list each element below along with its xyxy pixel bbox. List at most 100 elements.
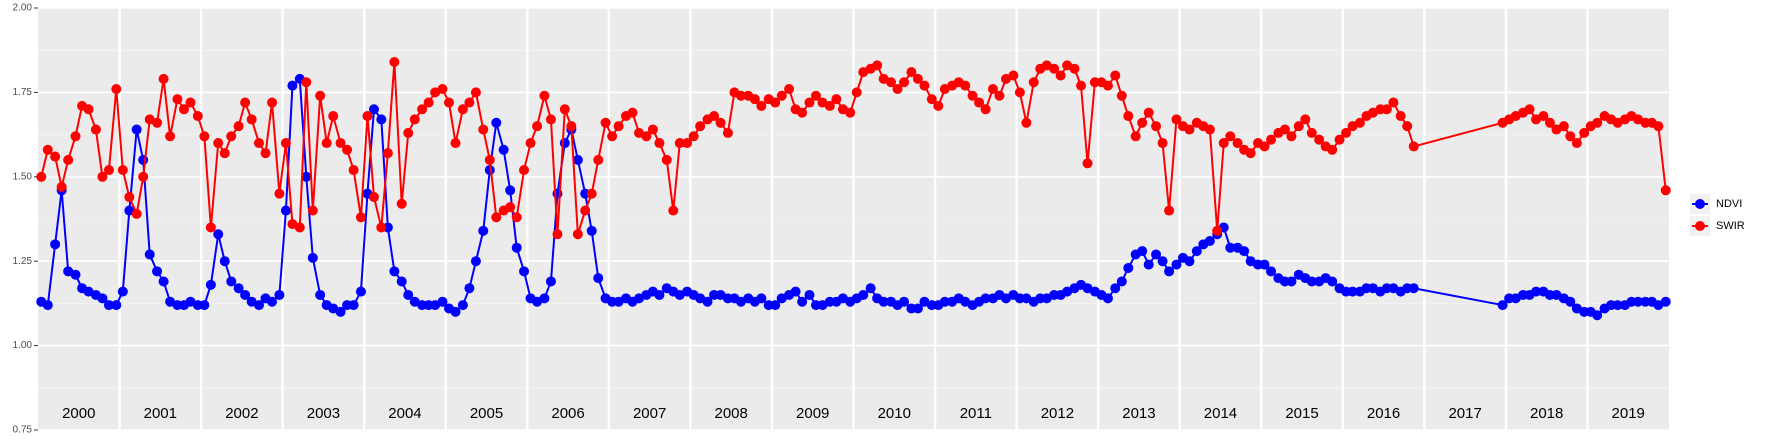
data-point bbox=[967, 90, 978, 101]
data-point bbox=[144, 249, 155, 260]
data-point bbox=[1116, 90, 1127, 101]
data-point bbox=[1218, 138, 1229, 149]
data-point bbox=[1544, 117, 1555, 128]
data-point bbox=[980, 293, 991, 304]
data-point bbox=[1225, 131, 1236, 142]
data-point bbox=[70, 131, 81, 142]
data-point bbox=[1524, 104, 1535, 115]
data-point bbox=[545, 114, 556, 125]
data-point bbox=[321, 138, 332, 149]
data-point bbox=[559, 104, 570, 115]
data-point bbox=[1266, 134, 1277, 145]
data-point bbox=[865, 283, 876, 294]
data-point bbox=[1565, 296, 1576, 307]
data-point bbox=[552, 229, 563, 240]
data-point bbox=[1279, 124, 1290, 135]
data-point bbox=[226, 131, 237, 142]
data-point bbox=[484, 165, 495, 176]
data-point bbox=[851, 87, 862, 98]
data-point bbox=[403, 127, 414, 138]
data-point bbox=[790, 286, 801, 297]
data-point bbox=[301, 171, 312, 182]
data-point bbox=[756, 293, 767, 304]
data-point bbox=[586, 188, 597, 199]
data-point bbox=[912, 73, 923, 84]
x-tick-label: 2007 bbox=[633, 405, 666, 422]
data-point bbox=[1151, 121, 1162, 132]
data-point bbox=[1049, 63, 1060, 74]
data-point bbox=[226, 276, 237, 287]
data-point bbox=[1653, 121, 1664, 132]
data-point bbox=[1579, 127, 1590, 138]
data-point bbox=[307, 205, 318, 216]
x-tick-label: 2012 bbox=[1041, 405, 1074, 422]
legend-label: SWIR bbox=[1716, 220, 1745, 232]
data-point bbox=[804, 289, 815, 300]
data-point bbox=[1055, 70, 1066, 81]
data-point bbox=[1130, 131, 1141, 142]
data-point bbox=[63, 154, 74, 165]
data-point bbox=[97, 171, 108, 182]
data-point bbox=[1151, 249, 1162, 260]
data-point bbox=[1232, 138, 1243, 149]
data-point bbox=[845, 107, 856, 118]
data-point bbox=[376, 222, 387, 233]
data-point bbox=[1388, 97, 1399, 108]
x-tick-label: 2011 bbox=[960, 405, 992, 422]
data-point bbox=[178, 104, 189, 115]
data-point bbox=[511, 212, 522, 223]
data-point bbox=[668, 205, 679, 216]
data-point bbox=[267, 97, 278, 108]
data-point bbox=[56, 181, 67, 192]
data-point bbox=[797, 107, 808, 118]
x-tick-label: 2015 bbox=[1285, 405, 1318, 422]
data-point bbox=[396, 198, 407, 209]
data-point bbox=[90, 124, 101, 135]
x-tick-label: 2003 bbox=[307, 405, 340, 422]
data-point bbox=[1157, 256, 1168, 267]
data-point bbox=[511, 242, 522, 253]
data-point bbox=[776, 90, 787, 101]
data-point bbox=[1341, 127, 1352, 138]
data-point bbox=[396, 276, 407, 287]
data-point bbox=[661, 154, 672, 165]
data-point bbox=[1327, 276, 1338, 287]
data-point bbox=[709, 111, 720, 122]
data-point bbox=[872, 60, 883, 71]
data-point bbox=[1076, 80, 1087, 91]
data-point bbox=[539, 293, 550, 304]
data-point bbox=[457, 104, 468, 115]
legend-point bbox=[1695, 199, 1705, 209]
data-point bbox=[878, 296, 889, 307]
data-point bbox=[1110, 283, 1121, 294]
data-point bbox=[280, 205, 291, 216]
data-point bbox=[600, 117, 611, 128]
data-point bbox=[607, 131, 618, 142]
data-point bbox=[1259, 141, 1270, 152]
data-point bbox=[1102, 293, 1113, 304]
data-point bbox=[103, 165, 114, 176]
data-point bbox=[1306, 276, 1317, 287]
data-point bbox=[1571, 138, 1582, 149]
data-point bbox=[1157, 138, 1168, 149]
y-tick-label: 0.75 bbox=[13, 425, 33, 436]
data-point bbox=[1137, 246, 1148, 257]
data-point bbox=[1660, 185, 1671, 196]
data-point bbox=[335, 138, 346, 149]
data-point bbox=[899, 77, 910, 88]
data-point bbox=[307, 252, 318, 263]
data-point bbox=[1300, 114, 1311, 125]
data-point bbox=[1204, 235, 1215, 246]
data-point bbox=[1354, 117, 1365, 128]
data-point bbox=[647, 124, 658, 135]
data-point bbox=[478, 225, 489, 236]
data-point bbox=[185, 97, 196, 108]
data-point bbox=[886, 77, 897, 88]
data-point bbox=[912, 303, 923, 314]
data-point bbox=[138, 171, 149, 182]
data-point bbox=[152, 266, 163, 277]
data-point bbox=[409, 114, 420, 125]
data-point bbox=[389, 266, 400, 277]
data-point bbox=[240, 289, 251, 300]
data-point bbox=[1171, 114, 1182, 125]
